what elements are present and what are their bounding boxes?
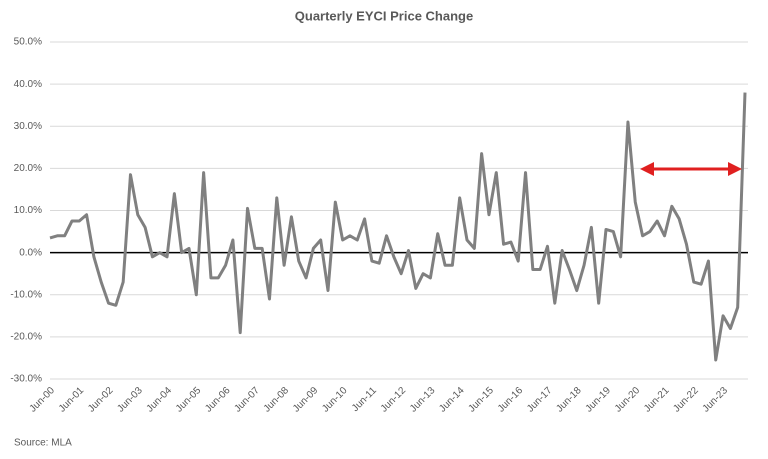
- y-tick-label: 10.0%: [14, 205, 42, 216]
- x-tick-label: Jun-21: [642, 385, 672, 415]
- x-tick-label: Jun-07: [232, 385, 262, 415]
- chart-title: Quarterly EYCI Price Change: [295, 8, 473, 23]
- y-tick-label: 30.0%: [14, 121, 42, 132]
- x-tick-label: Jun-05: [174, 385, 204, 415]
- x-tick-label: Jun-02: [86, 385, 116, 415]
- x-tick-label: Jun-01: [57, 385, 87, 415]
- data-line: [49, 92, 747, 362]
- source-note: Source: MLA: [14, 438, 72, 449]
- x-tick-label: Jun-00: [28, 385, 58, 415]
- x-tick-label: Jun-18: [554, 385, 584, 415]
- x-tick-label: Jun-16: [496, 385, 526, 415]
- y-tick-label: -20.0%: [10, 332, 42, 343]
- x-tick-label: Jun-06: [203, 385, 233, 415]
- plot: [49, 92, 747, 362]
- x-tick-label: Jun-03: [115, 385, 145, 415]
- y-tick-label: 0.0%: [19, 247, 42, 258]
- x-tick-label: Jun-17: [525, 385, 555, 415]
- y-tick-label: -30.0%: [10, 374, 42, 385]
- x-tick-label: Jun-09: [291, 385, 321, 415]
- x-tick-label: Jun-11: [350, 385, 379, 414]
- y-tick-label: 50.0%: [14, 37, 42, 48]
- grid: -30.0% -20.0% -10.0% 0.0% 10.0% 20.0% 30.0% 40.…: [10, 37, 748, 415]
- x-tick-label: Jun-04: [145, 385, 175, 415]
- y-tick-label: 40.0%: [14, 79, 42, 90]
- x-tick-label: Jun-23: [701, 385, 731, 415]
- annotation-arrow: [640, 162, 742, 176]
- arrow-head: [728, 162, 742, 176]
- x-tick-label: Jun-10: [320, 385, 350, 415]
- arrow-head: [640, 162, 654, 176]
- x-tick-label: Jun-14: [437, 385, 467, 415]
- x-tick-label: Jun-22: [671, 385, 701, 415]
- y-tick-label: -10.0%: [10, 289, 42, 300]
- x-tick-label: Jun-08: [262, 385, 292, 415]
- x-tick-label: Jun-15: [467, 385, 497, 415]
- x-tick-label: Jun-13: [408, 385, 438, 415]
- y-tick-label: 20.0%: [14, 163, 42, 174]
- x-tick-label: Jun-12: [379, 385, 409, 415]
- x-tick-label: Jun-20: [613, 385, 643, 415]
- x-tick-label: Jun-19: [584, 385, 614, 415]
